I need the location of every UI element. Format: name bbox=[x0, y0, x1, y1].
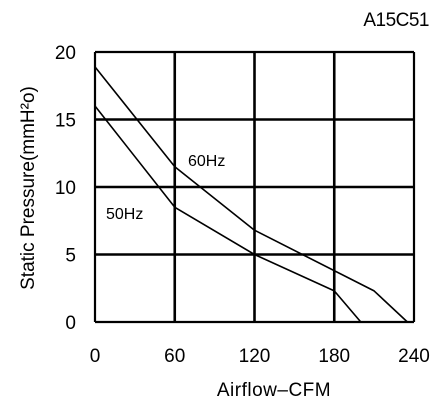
x-tick-label: 0 bbox=[90, 346, 101, 367]
x-tick-label: 60 bbox=[164, 346, 185, 367]
x-tick-label: 180 bbox=[318, 346, 350, 367]
series-line-50hz bbox=[94, 105, 362, 323]
series-label-50hz: 50Hz bbox=[106, 206, 143, 223]
y-tick-label: 5 bbox=[65, 246, 76, 267]
x-axis-title: Airflow–CFM bbox=[217, 380, 331, 401]
y-axis-title: Static Pressure(mmH²o) bbox=[18, 86, 39, 290]
y-tick-label: 15 bbox=[55, 111, 76, 132]
tick-labels: 0 60 120 180 240 0 5 10 15 20 bbox=[55, 43, 430, 367]
grid bbox=[93, 50, 416, 324]
y-tick-label: 0 bbox=[65, 313, 76, 334]
y-tick-label: 10 bbox=[55, 178, 76, 199]
series-labels: 60Hz 50Hz bbox=[106, 153, 225, 223]
series-label-60hz: 60Hz bbox=[188, 153, 225, 170]
series-lines bbox=[94, 66, 408, 323]
x-tick-label: 240 bbox=[398, 346, 430, 367]
model-label: A15C51 bbox=[363, 10, 429, 31]
series-line-60hz bbox=[94, 66, 408, 323]
x-tick-label: 120 bbox=[239, 346, 271, 367]
y-tick-label: 20 bbox=[55, 43, 76, 64]
